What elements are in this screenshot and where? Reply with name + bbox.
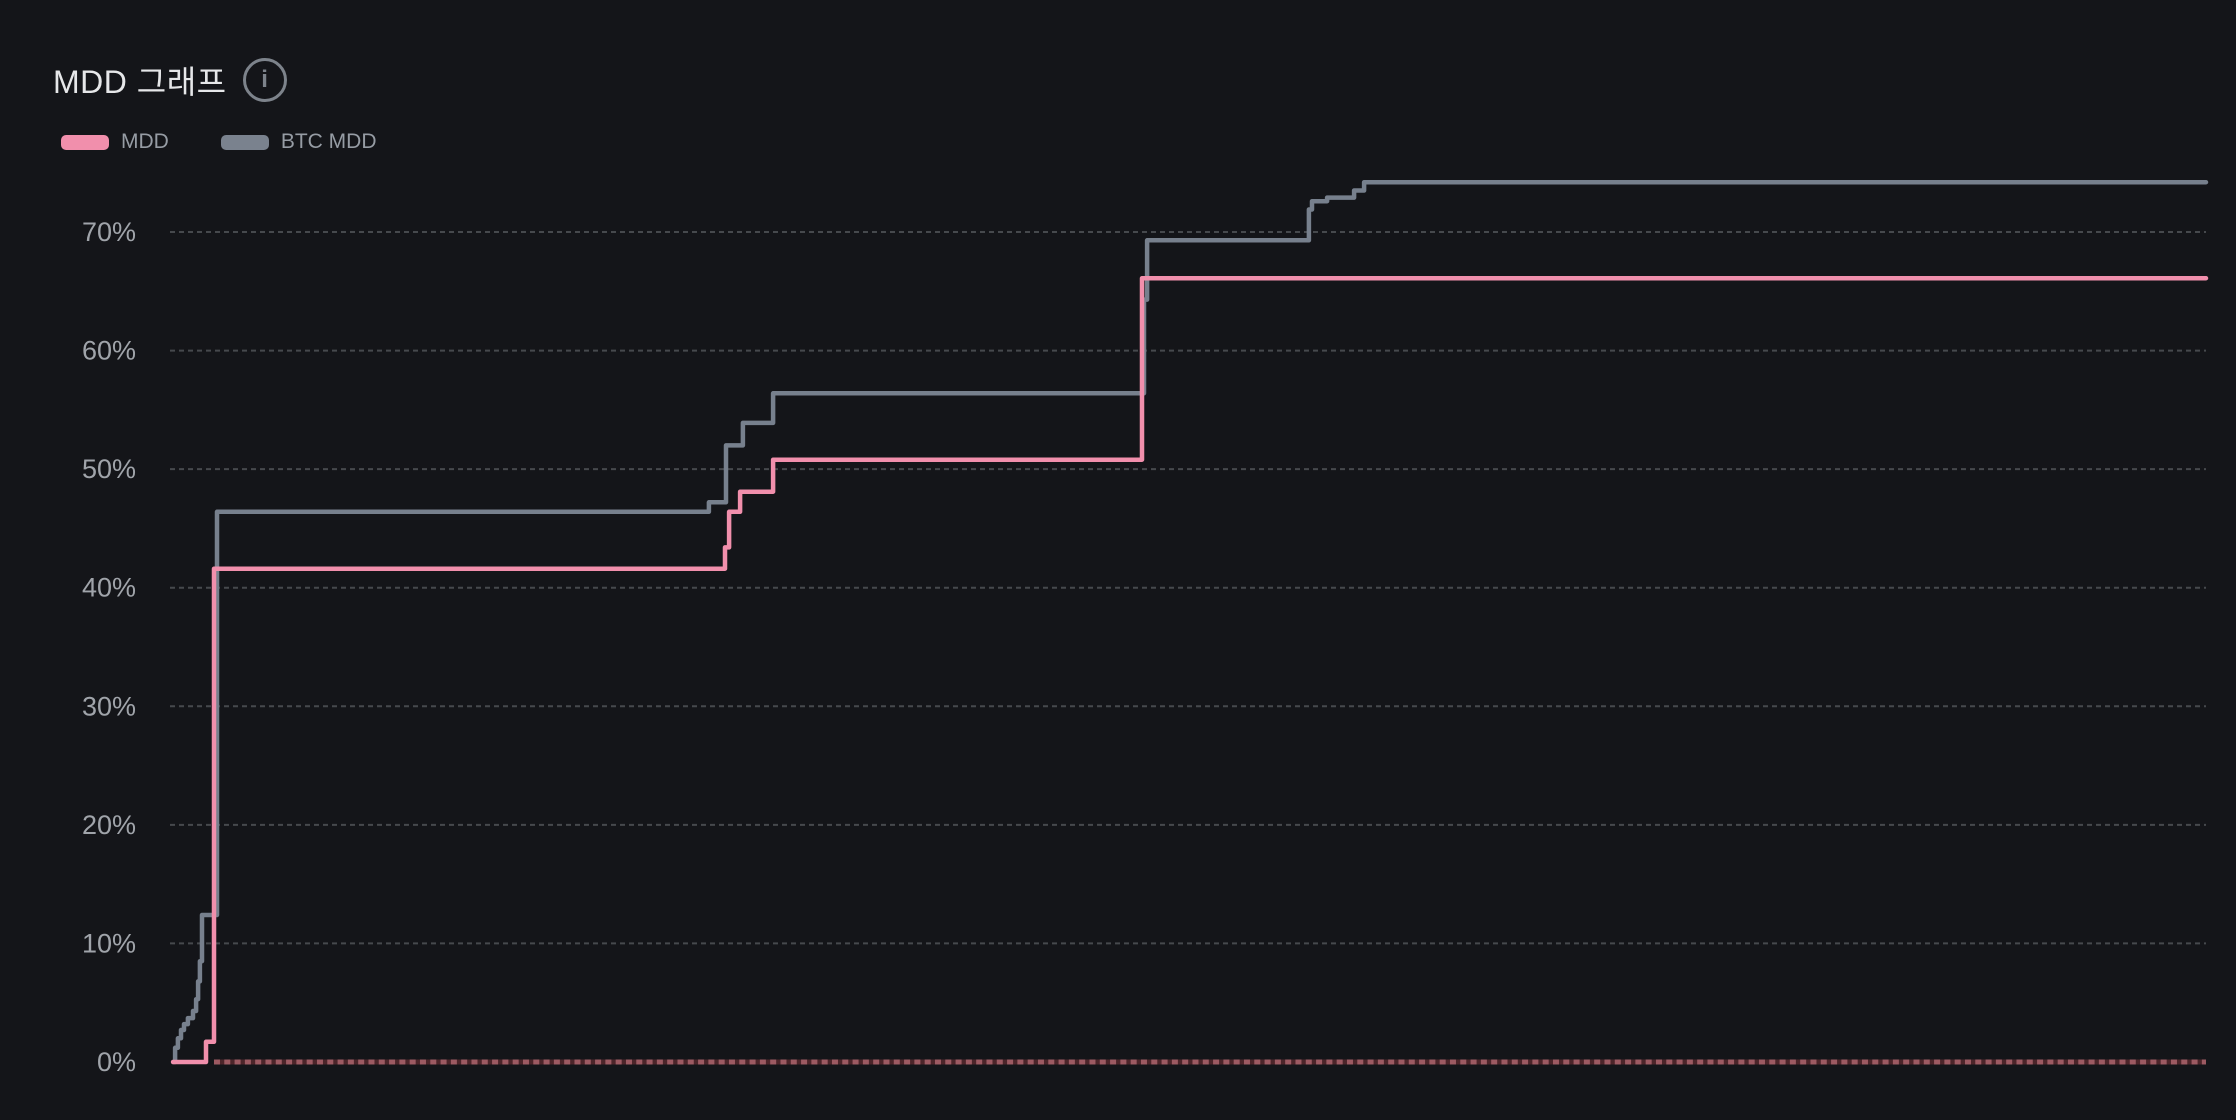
legend-swatch-mdd-icon <box>61 134 109 150</box>
mdd-line <box>170 275 2209 1065</box>
btc-mdd-line <box>170 179 2209 1065</box>
legend-item-btc-mdd[interactable]: BTC MDD <box>220 130 377 154</box>
legend-swatch-btc-mdd-icon <box>220 134 269 150</box>
info-icon[interactable]: i <box>242 58 287 102</box>
y-axis-label: 30% <box>82 691 136 721</box>
legend-item-mdd[interactable]: MDD <box>61 130 169 154</box>
y-axis-label: 40% <box>82 573 136 603</box>
y-axis-label: 60% <box>82 336 136 366</box>
chart-title: MDD 그래프 <box>53 64 227 100</box>
y-axis-label: 0% <box>97 1047 136 1077</box>
y-axis-label: 70% <box>82 217 136 247</box>
y-axis-label: 10% <box>82 928 136 958</box>
y-axis-label: 50% <box>82 454 136 484</box>
chart-header: MDD 그래프 i <box>53 56 287 104</box>
legend-label-btc-mdd: BTC MDD <box>280 130 377 153</box>
y-axis-label: 20% <box>82 810 136 840</box>
chart-legend: MDD BTC MDD <box>61 130 377 154</box>
legend-label-mdd: MDD <box>121 130 169 153</box>
